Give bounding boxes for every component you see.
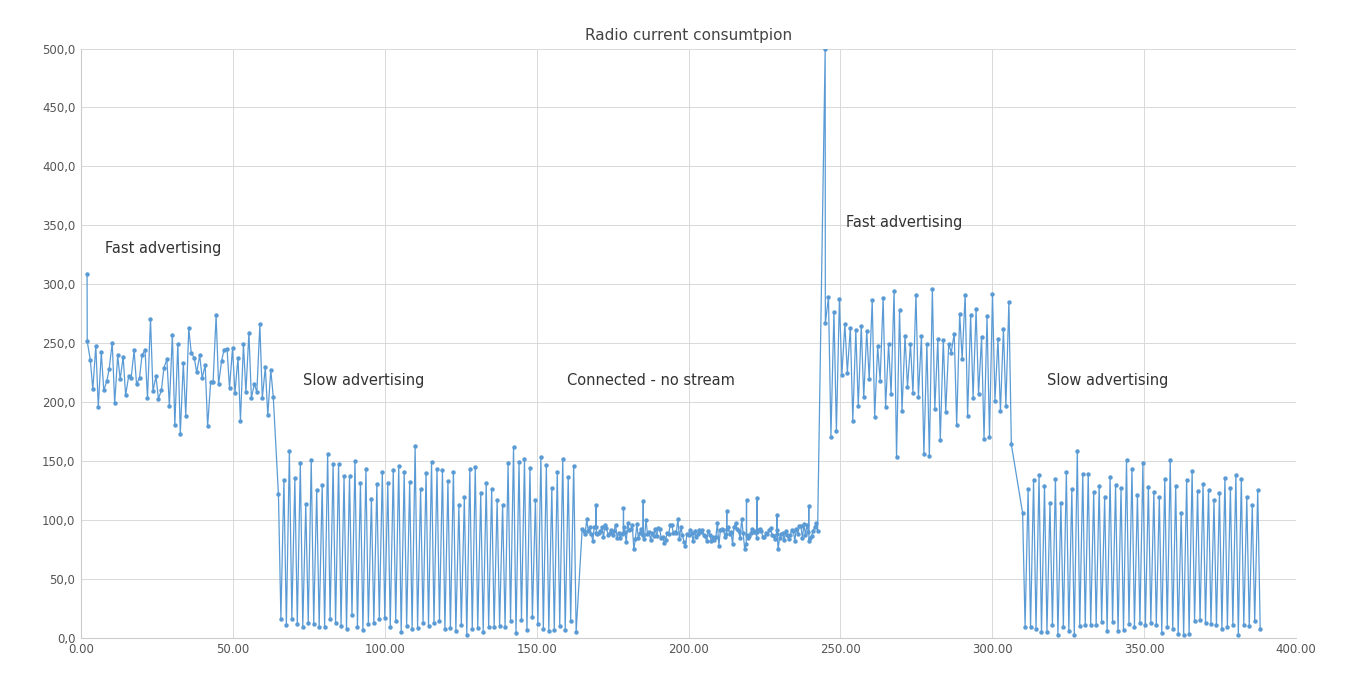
Text: Slow advertising: Slow advertising [302,374,424,388]
Text: Fast advertising: Fast advertising [105,241,221,256]
Text: Fast advertising: Fast advertising [846,216,963,230]
Text: Slow advertising: Slow advertising [1048,374,1168,388]
Text: Connected - no stream: Connected - no stream [567,374,734,388]
Title: Radio current consumtpion: Radio current consumtpion [585,28,792,43]
